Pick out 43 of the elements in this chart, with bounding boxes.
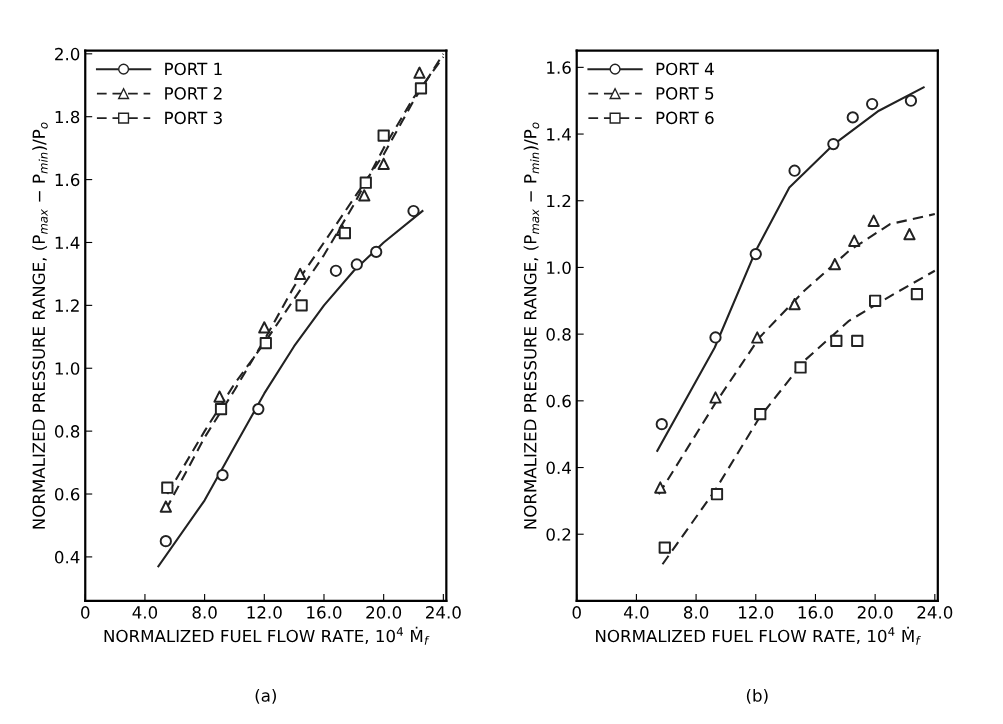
x-tick-label: 16.0	[307, 606, 342, 619]
y-tick-label: 0.6	[546, 394, 571, 408]
x-tick-label: 8.0	[683, 606, 709, 619]
y-tick-label: 1.6	[547, 61, 571, 74]
legend-label: PORT 5	[656, 87, 714, 100]
y-axis-title: NORMALIZED PRESSURE RANGE, (P$_{max}$ − P$_{min}$)/P$_{o}$	[523, 122, 540, 529]
legend-label: PORT 6	[656, 111, 714, 125]
x-tick-label: 8.0	[192, 606, 217, 619]
x-tick-label: 16.0	[798, 606, 833, 619]
y-tick-label: 0.2	[546, 528, 571, 541]
y-tick-label: 1.2	[547, 194, 571, 208]
legend-label: PORT 3	[165, 111, 222, 125]
text: (a)	[255, 688, 276, 704]
x-tick-label: 24.0	[917, 606, 953, 619]
legend-label: PORT 4	[656, 62, 714, 76]
x-tick-label: 0	[81, 606, 90, 619]
x-tick-label: 12.0	[247, 606, 282, 619]
y-tick-label: 1.8	[55, 110, 80, 124]
x-tick-label: 4.0	[623, 606, 649, 619]
x-tick-label: 0	[572, 606, 581, 619]
y-tick-label: 1.0	[547, 261, 571, 275]
y-tick-label: 1.0	[55, 362, 80, 375]
x-axis-title: NORMALIZED FUEL FLOW RATE, 10$^{4}$ Ṁ$_{f}$	[104, 626, 430, 645]
legend-label: PORT 2	[165, 87, 222, 100]
y-tick-label: 1.2	[55, 299, 79, 312]
text: (b)	[746, 688, 768, 704]
x-tick-label: 4.0	[132, 606, 158, 619]
x-tick-label: 24.0	[426, 606, 461, 619]
y-tick-label: 0.4	[546, 461, 571, 475]
legend-label: PORT 1	[165, 62, 222, 76]
y-tick-label: 1.4	[55, 236, 80, 249]
y-tick-label: 0.8	[54, 425, 80, 438]
y-tick-label: 0.8	[546, 328, 571, 341]
y-axis-title: NORMALIZED PRESSURE RANGE, (P$_{max}$ − P$_{min}$)/P$_{o}$	[32, 122, 48, 529]
y-tick-label: 1.4	[547, 128, 571, 141]
x-axis-title: NORMALIZED FUEL FLOW RATE, 10$^{4}$ Ṁ$_{f}$	[596, 626, 921, 645]
y-tick-label: 2.0	[55, 47, 80, 61]
x-tick-label: 20.0	[366, 606, 402, 619]
y-tick-label: 0.6	[54, 487, 80, 501]
x-tick-label: 12.0	[739, 606, 774, 619]
x-tick-label: 20.0	[857, 606, 893, 619]
y-tick-label: 0.4	[54, 550, 80, 564]
y-tick-label: 1.6	[55, 173, 80, 187]
